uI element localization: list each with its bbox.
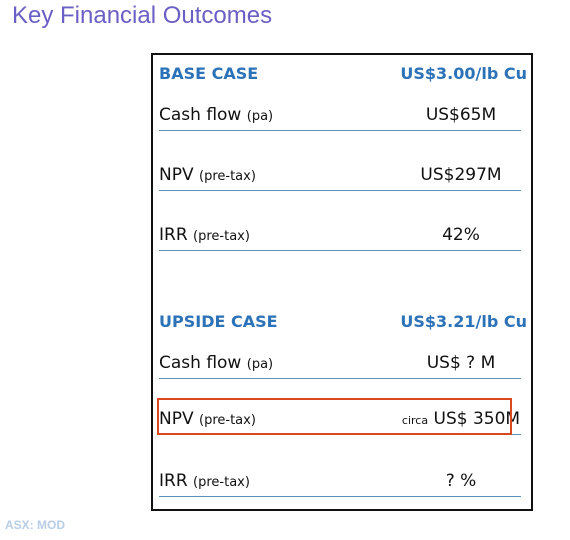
row-label: Cash flow xyxy=(159,105,242,125)
base-case-heading: BASE CASE xyxy=(159,64,259,83)
row-label: NPV xyxy=(159,409,194,429)
row-value: US$ 350M xyxy=(433,409,521,429)
base-irr-row: IRR (pre-tax) 42% xyxy=(159,221,521,251)
upside-case-price: US$3.21/lb Cu xyxy=(400,312,527,331)
row-sublabel: (pa) xyxy=(246,357,274,372)
value-prefix: circa xyxy=(401,414,429,427)
row-label: NPV xyxy=(159,165,194,185)
row-label: IRR xyxy=(159,225,188,245)
row-value: 42% xyxy=(442,225,480,245)
base-case-header: BASE CASE US$3.00/lb Cu xyxy=(159,61,527,91)
row-label: IRR xyxy=(159,471,188,491)
base-case-price: US$3.00/lb Cu xyxy=(400,64,527,83)
slide-title: Key Financial Outcomes xyxy=(12,2,273,29)
npv-highlight-box xyxy=(157,398,512,435)
upside-case-header: UPSIDE CASE US$3.21/lb Cu xyxy=(159,309,527,339)
row-sublabel: (pa) xyxy=(246,109,274,124)
row-sublabel: (pre-tax) xyxy=(193,229,250,244)
upside-npv-row: NPV (pre-tax) circa US$ 350M xyxy=(159,405,521,435)
row-value: US$297M xyxy=(420,165,502,185)
upside-case-heading: UPSIDE CASE xyxy=(159,312,278,331)
asx-code: ASX: MOD xyxy=(5,518,65,532)
row-value: ? % xyxy=(445,471,477,491)
base-npv-row: NPV (pre-tax) US$297M xyxy=(159,161,521,191)
upside-irr-row: IRR (pre-tax) ? % xyxy=(159,467,521,497)
upside-cashflow-row: Cash flow (pa) US$ ? M xyxy=(159,349,521,379)
row-value: US$65M xyxy=(425,105,497,125)
row-value: US$ ? M xyxy=(426,353,496,373)
outcomes-table: BASE CASE US$3.00/lb Cu Cash flow (pa) U… xyxy=(151,53,533,511)
row-sublabel: (pre-tax) xyxy=(199,169,256,184)
row-sublabel: (pre-tax) xyxy=(199,413,256,428)
base-cashflow-row: Cash flow (pa) US$65M xyxy=(159,101,521,131)
row-label: Cash flow xyxy=(159,353,242,373)
row-sublabel: (pre-tax) xyxy=(193,475,250,490)
